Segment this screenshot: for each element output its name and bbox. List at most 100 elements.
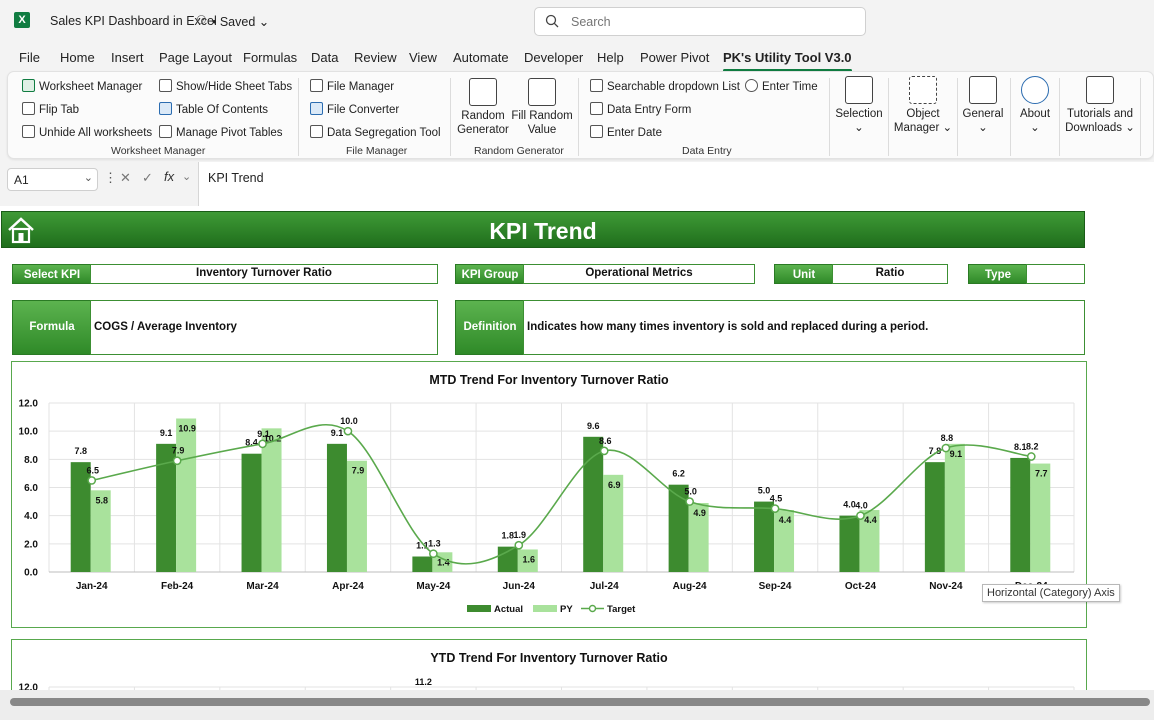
group-separator xyxy=(1140,78,1141,156)
target-point xyxy=(514,540,524,550)
selection-button[interactable]: Selection ⌄ xyxy=(833,76,885,135)
formula-input[interactable]: KPI Trend xyxy=(198,162,1154,206)
legend-actual-swatch xyxy=(467,605,491,612)
table-of-contents-button[interactable]: Table Of Contents xyxy=(159,102,268,116)
saved-status-text: • Saved xyxy=(212,15,256,29)
target-data-label: 9.1 xyxy=(257,429,270,439)
formula-tools: ⋮ ✕ ✓ fx ⌄ xyxy=(104,168,194,191)
py-bar xyxy=(176,418,197,572)
target-point xyxy=(770,504,780,513)
py-bar xyxy=(774,510,795,572)
y-tick-label: 4.0 xyxy=(24,511,38,522)
file-converter-button[interactable]: File Converter xyxy=(310,102,399,116)
select-kpi-dropdown[interactable]: Inventory Turnover Ratio xyxy=(90,264,438,284)
tab-review[interactable]: Review xyxy=(354,50,397,65)
ribbon-panel: Worksheet Manager Show/Hide Sheet Tabs F… xyxy=(7,71,1154,159)
chevron-down-icon[interactable]: ⌄ xyxy=(182,171,192,183)
target-point xyxy=(856,511,865,521)
about-button[interactable]: About ⌄ xyxy=(1014,76,1056,135)
x-tick-label: May-24 xyxy=(416,581,450,592)
py-data-label: 7.7 xyxy=(1035,469,1048,479)
search-input[interactable] xyxy=(571,13,851,31)
manage-pivot-tables-label: Manage Pivot Tables xyxy=(176,127,283,139)
enter-check-icon[interactable]: ✓ xyxy=(142,170,153,185)
data-segregation-tool-button[interactable]: Data Segregation Tool xyxy=(310,125,441,139)
flip-tab-button[interactable]: Flip Tab xyxy=(22,102,79,116)
file-manager-button[interactable]: File Manager xyxy=(310,79,394,93)
fill-random-value-line2: Value xyxy=(527,124,557,136)
saved-status[interactable]: • Saved ⌄ xyxy=(212,14,269,29)
tab-formulas[interactable]: Formulas xyxy=(243,50,298,65)
actual-data-label: 9.1 xyxy=(160,428,173,438)
x-tick-label: Jan-24 xyxy=(76,581,108,592)
search-box[interactable] xyxy=(534,7,866,36)
cell-reference: A1 xyxy=(14,173,29,187)
random-generator-button[interactable]: Random Generator xyxy=(457,78,509,137)
tab-help[interactable]: Help xyxy=(597,50,624,65)
title-bar: X Sales KPI Dashboard in Excel ⚇ • Saved… xyxy=(0,0,1154,44)
clock-icon xyxy=(745,79,758,92)
tab-power-pivot[interactable]: Power Pivot xyxy=(640,50,710,65)
x-tick-label: Jun-24 xyxy=(503,581,536,592)
chevron-down-icon: ⌄ xyxy=(83,172,93,184)
tab-developer[interactable]: Developer xyxy=(524,50,584,65)
about-line1: About xyxy=(1019,108,1051,120)
mtd-chart[interactable]: MTD Trend For Inventory Turnover Ratio 0… xyxy=(11,361,1087,628)
name-box[interactable]: A1 ⌄ xyxy=(7,168,98,191)
tab-insert[interactable]: Insert xyxy=(111,50,144,65)
target-point xyxy=(172,456,182,466)
horizontal-scrollbar[interactable] xyxy=(0,690,1154,720)
group-label-file-manager: File Manager xyxy=(346,145,408,157)
fill-random-value-button[interactable]: Fill Random Value xyxy=(511,78,573,137)
actual-bar xyxy=(924,462,945,572)
manage-pivot-tables-button[interactable]: Manage Pivot Tables xyxy=(159,125,283,139)
show-hide-sheet-tabs-button[interactable]: Show/Hide Sheet Tabs xyxy=(159,79,292,93)
dashboard-title: KPI Trend xyxy=(489,218,597,244)
selection-line1: Selection xyxy=(835,108,883,120)
worksheet-manager-label: Worksheet Manager xyxy=(39,81,143,93)
group-separator xyxy=(888,78,889,156)
x-tick-label: Sep-24 xyxy=(759,581,792,592)
unit-label: Unit xyxy=(774,264,834,284)
py-data-label: 4.9 xyxy=(693,508,706,518)
table-of-contents-label: Table Of Contents xyxy=(176,104,269,116)
x-tick-label: Aug-24 xyxy=(673,581,707,592)
tab-page-layout[interactable]: Page Layout xyxy=(159,50,233,65)
tab-home[interactable]: Home xyxy=(60,50,95,65)
more-options-icon[interactable]: ⋮ xyxy=(104,170,117,185)
enter-time-button[interactable]: Enter Time xyxy=(745,79,818,93)
general-button[interactable]: General ⌄ xyxy=(960,76,1006,135)
scrollbar-thumb[interactable] xyxy=(10,698,1150,706)
file-manager-label: File Manager xyxy=(327,81,395,93)
tutorials-and-downloads-button[interactable]: Tutorials and Downloads ⌄ xyxy=(1063,76,1137,135)
data-entry-form-button[interactable]: Data Entry Form xyxy=(590,102,691,116)
py-bar xyxy=(944,443,965,572)
home-icon[interactable] xyxy=(6,215,36,245)
group-label-data-entry: Data Entry xyxy=(682,145,732,157)
insert-function-icon[interactable]: fx xyxy=(164,169,175,184)
actual-data-label: 9.1 xyxy=(331,428,344,438)
tab-file[interactable]: File xyxy=(19,50,40,65)
object-manager-button[interactable]: Object Manager ⌄ xyxy=(892,76,954,135)
worksheet-area[interactable]: KPI Trend Select KPI Inventory Turnover … xyxy=(0,206,1154,690)
tab-pk-utility-tool[interactable]: PK's Utility Tool V3.0 xyxy=(723,50,852,72)
calendar-icon xyxy=(590,125,603,138)
target-data-label: 5.0 xyxy=(684,487,697,497)
cancel-icon[interactable]: ✕ xyxy=(120,170,131,185)
object-manager-line2: Manager ⌄ xyxy=(893,122,953,134)
actual-bar xyxy=(668,484,689,572)
target-point xyxy=(87,476,97,485)
tab-view[interactable]: View xyxy=(409,50,437,65)
ytd-chart[interactable]: YTD Trend For Inventory Turnover Ratio 1… xyxy=(11,639,1087,690)
worksheet-manager-button[interactable]: Worksheet Manager xyxy=(22,79,142,93)
tab-data[interactable]: Data xyxy=(311,50,339,65)
actual-bar xyxy=(497,546,518,572)
unhide-all-worksheets-button[interactable]: Unhide All worksheets xyxy=(22,125,152,139)
enter-time-label: Enter Time xyxy=(762,81,818,93)
target-data-label: 1.9 xyxy=(514,530,527,540)
enter-date-button[interactable]: Enter Date xyxy=(590,125,662,139)
share-person-icon[interactable]: ⚇ xyxy=(196,13,207,27)
tab-automate[interactable]: Automate xyxy=(453,50,509,65)
actual-bar xyxy=(70,462,91,572)
searchable-dropdown-list-button[interactable]: Searchable dropdown List xyxy=(590,79,740,93)
